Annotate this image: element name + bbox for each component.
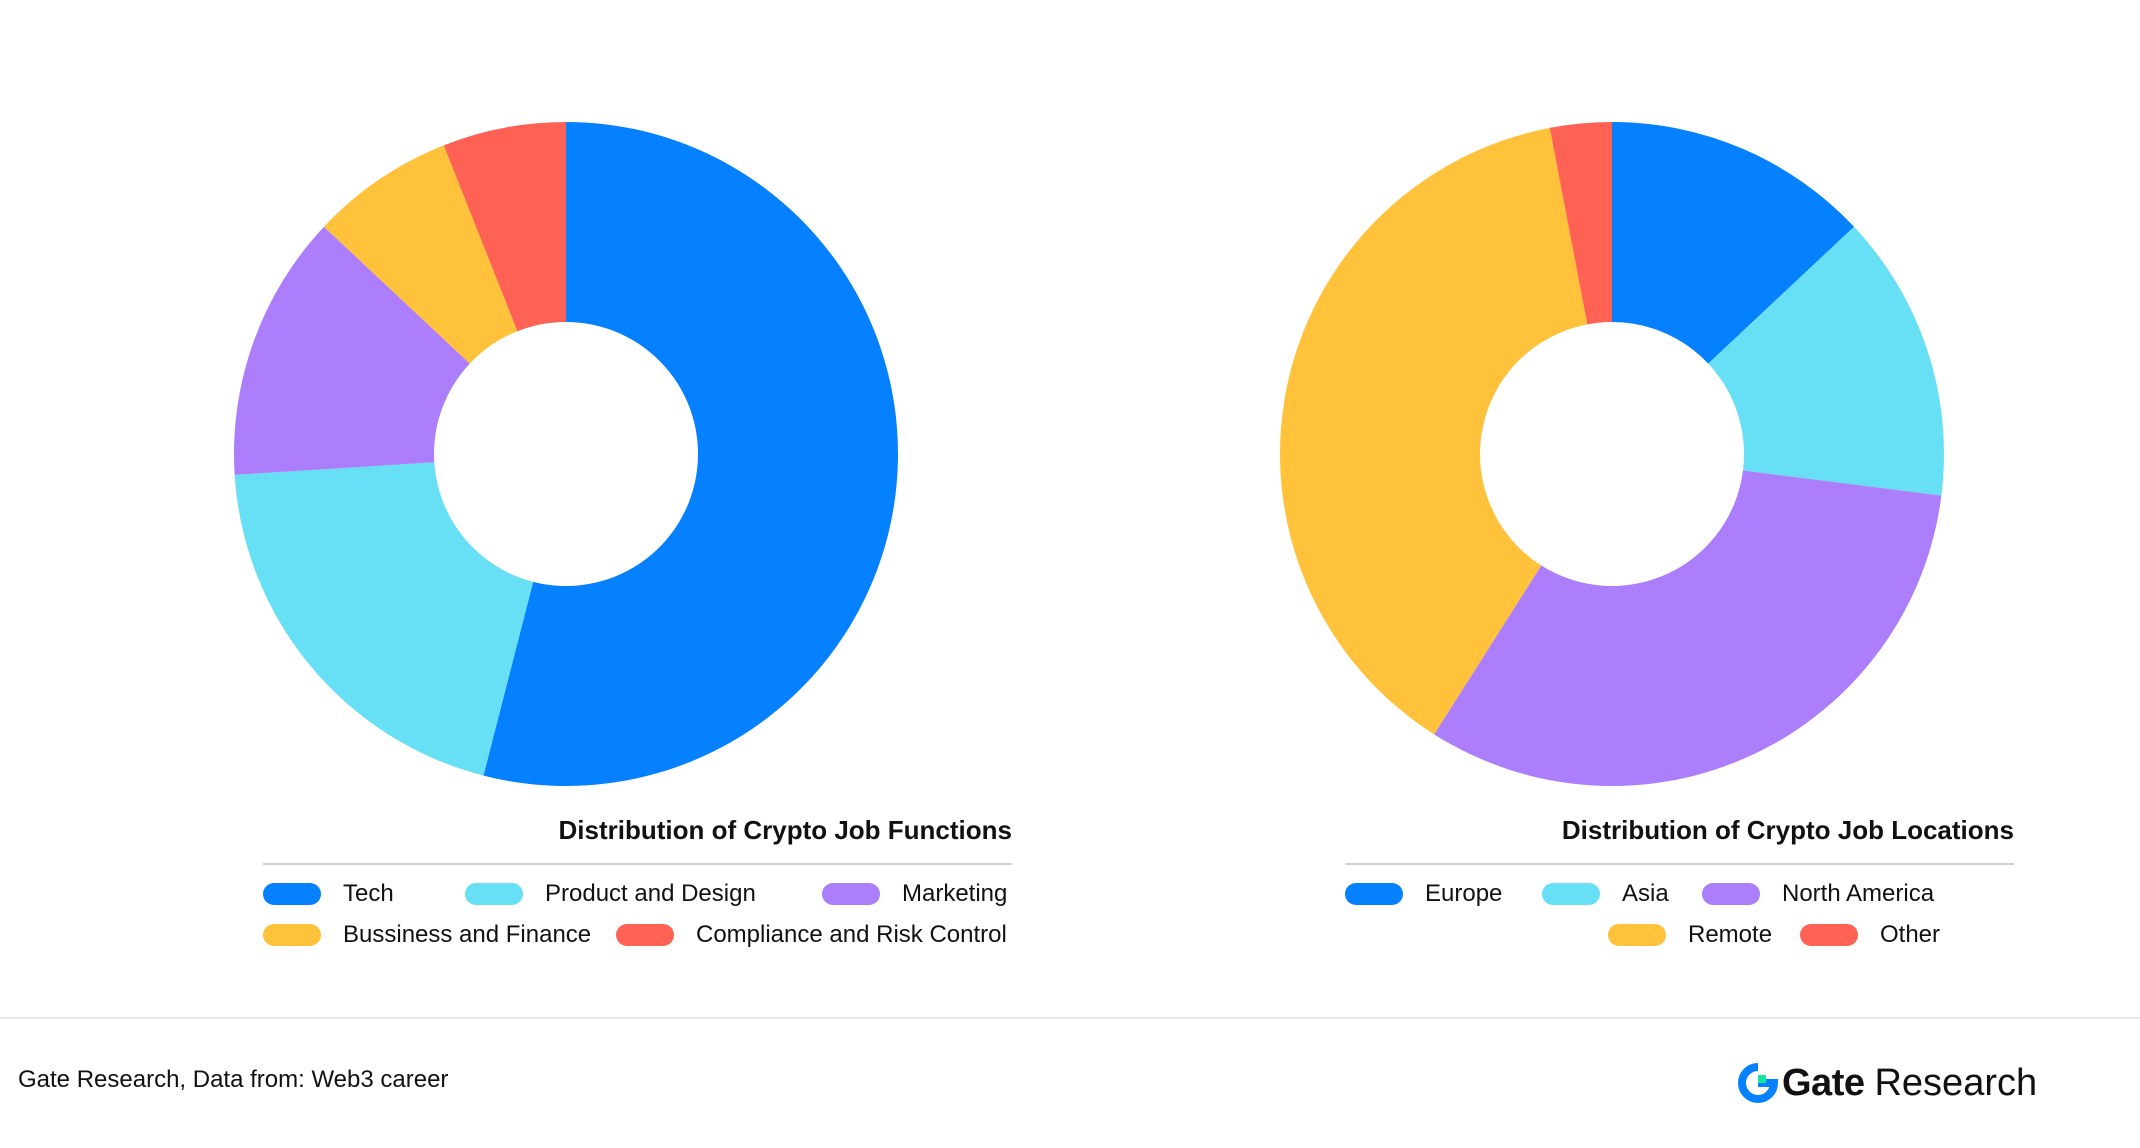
- legend-swatch: [1345, 883, 1403, 905]
- pie-slice-asia: [1708, 226, 1944, 496]
- legend-label: Other: [1880, 921, 1941, 948]
- legend-label: Tech: [343, 880, 394, 907]
- legend-label: Bussiness and Finance: [343, 921, 592, 948]
- legend-item-marketing: Marketing: [822, 877, 1007, 911]
- pie-slice-other: [1549, 122, 1612, 325]
- legend-swatch: [263, 883, 321, 905]
- legend-item-remote: Remote: [1608, 918, 1772, 952]
- chart-title: Distribution of Crypto Job Functions: [558, 815, 1012, 845]
- legend-swatch: [465, 883, 523, 905]
- legend-item-tech: Tech: [263, 877, 394, 911]
- donut-chart-locations: [1280, 122, 1944, 787]
- title-divider: [1345, 863, 2014, 865]
- legend-swatch: [1800, 924, 1858, 946]
- footer-divider: [0, 1017, 2140, 1019]
- legend-label: Compliance and Risk Control: [696, 921, 1007, 948]
- pie-slice-europe: [1612, 122, 1855, 364]
- legend-swatch: [263, 924, 321, 946]
- legend-label: Europe: [1425, 880, 1503, 907]
- legend-label: North America: [1782, 880, 1935, 907]
- brand-name: Gate: [1782, 1061, 1865, 1104]
- legend-swatch: [1542, 883, 1600, 905]
- brand-subtitle: Research: [1874, 1061, 2038, 1104]
- chart-title: Distribution of Crypto Job Locations: [1561, 815, 2014, 845]
- legend-item-compliance-and-risk-control: Compliance and Risk Control: [616, 918, 1007, 952]
- legend-label: Asia: [1622, 880, 1669, 907]
- legend-item-north-america: North America: [1702, 877, 1934, 911]
- legend-swatch: [822, 883, 880, 905]
- legend-item-product-and-design: Product and Design: [465, 877, 756, 911]
- gate-logo-icon: [1738, 1063, 1778, 1103]
- legend-label: Marketing: [902, 880, 1008, 907]
- legend-swatch: [1702, 883, 1760, 905]
- legend-item-asia: Asia: [1542, 877, 1669, 911]
- legend-item-europe: Europe: [1345, 877, 1502, 911]
- pie-slice-north-america: [1434, 470, 1942, 787]
- donut-chart-functions: [234, 122, 899, 786]
- brand-logo: Gate Research: [1738, 1060, 2037, 1106]
- legend-item-other: Other: [1800, 918, 1940, 952]
- legend-item-bussiness-and-finance: Bussiness and Finance: [263, 918, 591, 952]
- pie-slice-compliance-and-risk-control: [443, 122, 566, 332]
- pie-slice-product-and-design: [234, 462, 534, 776]
- pie-slice-tech: [483, 122, 899, 786]
- legend-label: Remote: [1688, 921, 1773, 948]
- source-note: Gate Research, Data from: Web3 career: [18, 1066, 449, 1093]
- pie-slice-marketing: [234, 226, 470, 475]
- legend-swatch: [616, 924, 674, 946]
- title-divider: [263, 863, 1012, 865]
- legend-swatch: [1608, 924, 1666, 946]
- chart-panel-functions: Distribution of Crypto Job Functions Tec…: [0, 0, 1070, 1010]
- pie-slice-remote: [1280, 127, 1588, 735]
- chart-panel-locations: Distribution of Crypto Job Locations Eur…: [1070, 0, 2140, 1010]
- pie-slice-bussiness-and-finance: [323, 145, 518, 364]
- legend-label: Product and Design: [545, 880, 756, 907]
